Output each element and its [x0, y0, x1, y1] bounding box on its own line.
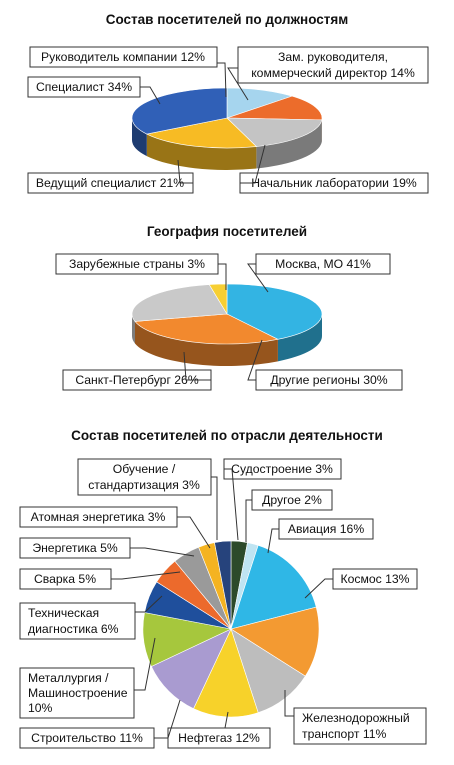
label-abroad-text: Зарубежные страны 3% — [69, 257, 205, 271]
label-education-line2: стандартизация 3% — [88, 478, 200, 492]
pie-positions — [131, 87, 323, 170]
label-lab-head: Начальник лаборатории 19% — [239, 172, 429, 194]
pie-slice-руководитель-компании — [226, 87, 294, 119]
label-metallurgy: Металлургия / Машиностроение 10% — [19, 667, 135, 719]
label-education-line1: Обучение / — [113, 462, 176, 476]
pie-side-другие-регионы — [134, 321, 278, 367]
label-aviation: Авиация 16% — [278, 518, 374, 540]
pie-slice-космос — [230, 606, 320, 677]
label-metallurgy-line2: Машиностроение — [28, 686, 128, 700]
label-railway-line1: Железнодорожный — [302, 711, 410, 725]
label-lab-head-text: Начальник лаборатории 19% — [251, 176, 417, 190]
pie-industry — [142, 540, 320, 718]
label-diagnostics: Техническая диагностика 6% — [19, 602, 136, 640]
label-specialist: Специалист 34% — [27, 76, 141, 98]
pie-slice-зам-руководителя-коммерческий-директор — [226, 95, 323, 121]
label-construction: Строительство 11% — [19, 727, 155, 749]
label-nuclear-text: Атомная энергетика 3% — [31, 510, 166, 524]
label-diagnostics-line1: Техническая — [28, 606, 99, 620]
pie-geography — [131, 283, 323, 367]
pie-slice-другие-регионы — [134, 313, 279, 345]
label-space: Космос 13% — [332, 568, 418, 590]
chart-title-geography: География посетителей — [147, 224, 307, 239]
label-energy: Энергетика 5% — [19, 537, 131, 559]
pie-slice-обучение-стандартизация — [214, 540, 232, 630]
label-oilgas-text: Нефтегаз 12% — [178, 731, 260, 745]
label-abroad: Зарубежные страны 3% — [55, 253, 219, 275]
label-deputy-line2: коммерческий директор 14% — [251, 66, 415, 80]
label-railway: Железнодорожный транспорт 11% — [293, 707, 427, 745]
label-metallurgy-line1: Металлургия / — [28, 671, 109, 685]
label-specialist-text: Специалист 34% — [36, 80, 132, 94]
label-lead-specialist: Ведущий специалист 21% — [27, 172, 194, 194]
pie-slice-зарубежные-страны — [208, 283, 228, 316]
pie-side-специалист — [132, 118, 147, 157]
label-ceo: Руководитель компании 12% — [29, 46, 218, 68]
label-regions-text: Другие регионы 30% — [270, 373, 387, 387]
label-spb: Санкт-Петербург 26% — [62, 369, 212, 391]
pie-side-санкт-петербург — [132, 314, 135, 344]
leaders-industry — [111, 468, 333, 739]
pie-slice-ведущий-специалист — [145, 117, 258, 149]
pie-slice-специалист — [131, 87, 228, 135]
pie-slice-санкт-петербург — [131, 284, 228, 322]
pie-slice-авиация — [230, 544, 317, 630]
label-spb-text: Санкт-Петербург 26% — [75, 373, 199, 387]
label-regions: Другие регионы 30% — [255, 369, 403, 391]
label-energy-text: Энергетика 5% — [32, 541, 118, 555]
label-ceo-text: Руководитель компании 12% — [41, 50, 205, 64]
label-moscow-text: Москва, МО 41% — [275, 257, 371, 271]
label-railway-line2: транспорт 11% — [302, 727, 386, 741]
label-aviation-text: Авиация 16% — [288, 522, 365, 536]
pie-slice-нефтегаз — [193, 628, 259, 718]
pie-side-начальник-лаборатории — [256, 119, 322, 169]
leaders-positions — [140, 62, 266, 184]
label-oilgas: Нефтегаз 12% — [167, 727, 271, 749]
chart-positions: Состав посетителей по должностям Руковод… — [27, 12, 429, 194]
label-lead-specialist-text: Ведущий специалист 21% — [36, 176, 184, 190]
label-welding-text: Сварка 5% — [34, 572, 96, 586]
label-metallurgy-line3: 10% — [28, 701, 53, 715]
chart-title-industry: Состав посетителей по отрасли деятельнос… — [71, 428, 383, 443]
label-deputy-line1: Зам. руководителя, — [278, 50, 388, 64]
label-diagnostics-line2: диагностика 6% — [28, 622, 119, 636]
label-other: Другое 2% — [251, 489, 333, 511]
label-welding: Сварка 5% — [19, 568, 112, 590]
label-moscow: Москва, МО 41% — [255, 253, 391, 275]
label-other-text: Другое 2% — [262, 493, 322, 507]
label-education: Обучение / стандартизация 3% — [77, 458, 212, 496]
label-deputy: Зам. руководителя, коммерческий директор… — [237, 46, 429, 84]
leaders-geography — [183, 263, 269, 381]
label-construction-text: Строительство 11% — [31, 731, 143, 745]
pie-slice-начальник-лаборатории — [226, 117, 323, 147]
label-shipbuilding: Судостроение 3% — [223, 458, 342, 480]
chart-geography: География посетителей Зарубежные страны … — [55, 224, 403, 391]
label-space-text: Космос 13% — [340, 572, 409, 586]
chart-industry: Состав посетителей по отрасли деятельнос… — [19, 428, 427, 749]
chart-title-positions: Состав посетителей по должностям — [106, 12, 349, 27]
label-nuclear: Атомная энергетика 3% — [19, 506, 178, 528]
label-shipbuilding-text: Судостроение 3% — [231, 462, 333, 476]
pie-side-москва-мо — [277, 314, 322, 362]
